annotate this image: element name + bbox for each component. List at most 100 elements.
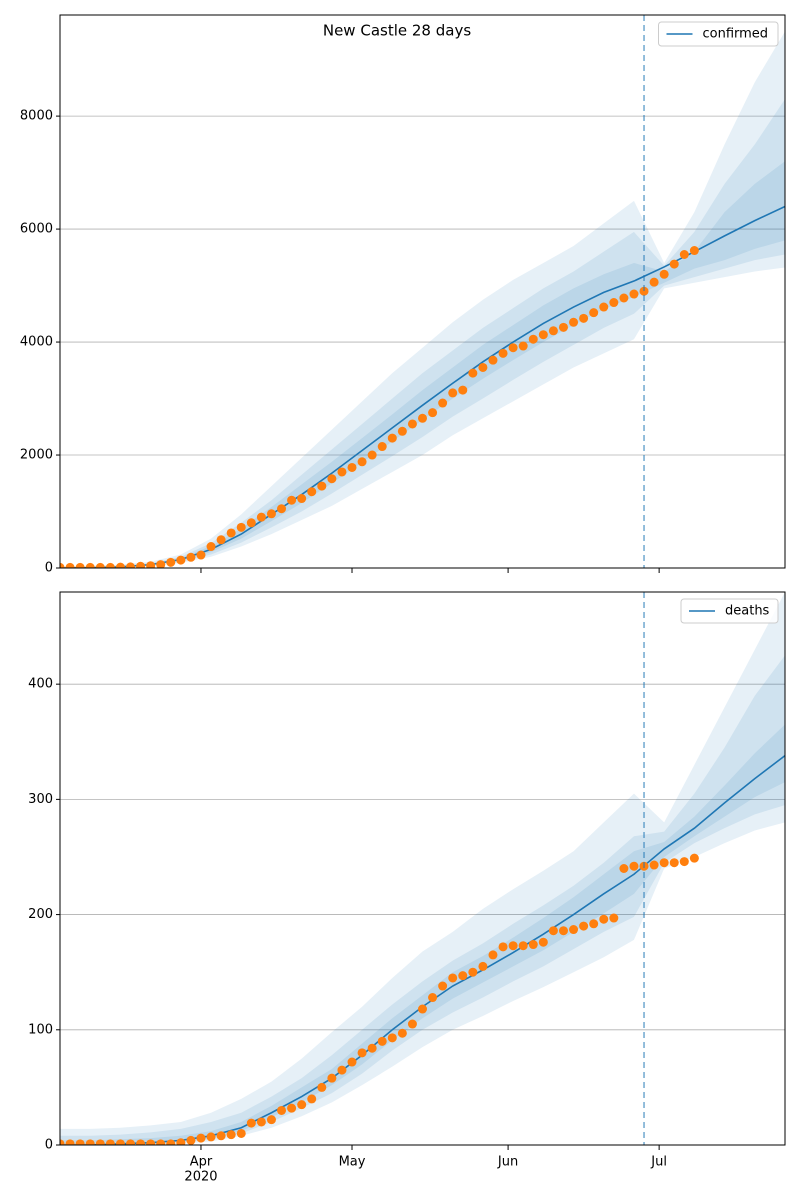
observed-point bbox=[428, 993, 438, 1003]
y-tick-label: 6000 bbox=[20, 222, 53, 237]
observed-point bbox=[196, 550, 206, 560]
observed-point bbox=[659, 858, 669, 868]
axes-frame bbox=[59, 14, 786, 569]
observed-point bbox=[246, 518, 256, 528]
observed-point bbox=[579, 313, 589, 323]
x-tick-year: 2020 bbox=[184, 1170, 217, 1185]
observed-point bbox=[498, 348, 508, 358]
observed-point bbox=[176, 555, 186, 565]
observed-point bbox=[649, 860, 659, 870]
observed-point bbox=[518, 941, 528, 951]
observed-point bbox=[307, 487, 317, 497]
observed-point bbox=[649, 277, 659, 287]
observed-point bbox=[579, 921, 589, 931]
observed-point bbox=[558, 926, 568, 936]
observed-point bbox=[206, 1132, 216, 1142]
observed-point bbox=[136, 561, 146, 568]
observed-point bbox=[377, 1036, 387, 1046]
observed-point bbox=[85, 562, 95, 568]
observed-point bbox=[589, 308, 599, 318]
observed-point bbox=[60, 562, 65, 568]
observed-point bbox=[679, 857, 689, 867]
x-tick-label: May bbox=[339, 1155, 366, 1170]
observed-point bbox=[347, 462, 357, 472]
observed-point bbox=[438, 398, 448, 408]
observed-point bbox=[609, 298, 619, 308]
observed-point bbox=[569, 317, 579, 327]
observed-point bbox=[397, 1028, 407, 1038]
x-tick-label: Jun bbox=[497, 1155, 518, 1170]
observed-point bbox=[236, 522, 246, 532]
observed-point bbox=[216, 1131, 226, 1141]
observed-point bbox=[428, 408, 438, 418]
observed-point bbox=[498, 942, 508, 952]
observed-point bbox=[287, 1103, 297, 1113]
observed-point bbox=[538, 937, 548, 947]
observed-point bbox=[619, 864, 629, 873]
plot-area bbox=[60, 592, 785, 1145]
observed-point bbox=[287, 495, 297, 505]
observed-point bbox=[508, 941, 518, 951]
observed-point bbox=[689, 246, 699, 256]
observed-point bbox=[186, 552, 196, 562]
observed-point bbox=[629, 861, 639, 871]
observed-point bbox=[226, 528, 236, 538]
observed-point bbox=[488, 355, 498, 365]
observed-point bbox=[317, 1082, 327, 1092]
observed-point bbox=[448, 973, 458, 983]
observed-point bbox=[528, 940, 538, 950]
observed-point bbox=[387, 433, 397, 443]
observed-point bbox=[468, 368, 478, 378]
observed-point bbox=[277, 504, 287, 514]
observed-point bbox=[548, 326, 558, 336]
observed-point bbox=[256, 1117, 266, 1127]
observed-point bbox=[458, 385, 468, 395]
observed-point bbox=[397, 426, 407, 436]
observed-point bbox=[136, 1139, 146, 1145]
observed-point bbox=[458, 971, 468, 981]
observed-point bbox=[387, 1033, 397, 1043]
observed-point bbox=[85, 1139, 95, 1145]
y-tick-label: 0 bbox=[45, 561, 53, 576]
observed-point bbox=[528, 334, 538, 344]
observed-point bbox=[115, 1139, 125, 1145]
observed-point bbox=[619, 293, 629, 303]
observed-point bbox=[518, 341, 528, 351]
observed-point bbox=[95, 1139, 105, 1145]
plot-area bbox=[60, 31, 785, 568]
observed-point bbox=[448, 388, 458, 398]
observed-point bbox=[337, 1065, 347, 1075]
observed-point bbox=[176, 1138, 186, 1145]
observed-point bbox=[438, 981, 448, 991]
observed-point bbox=[216, 535, 226, 545]
observed-point bbox=[589, 919, 599, 929]
observed-point bbox=[166, 557, 176, 567]
observed-point bbox=[156, 1139, 166, 1145]
observed-point bbox=[558, 322, 568, 332]
observed-point bbox=[347, 1057, 357, 1067]
y-tick-label: 100 bbox=[28, 1022, 53, 1037]
observed-point bbox=[95, 562, 105, 568]
observed-point bbox=[115, 562, 125, 568]
observed-point bbox=[669, 858, 679, 868]
observed-point bbox=[125, 562, 135, 568]
observed-point bbox=[226, 1130, 236, 1140]
observed-point bbox=[327, 1073, 337, 1083]
observed-point bbox=[478, 961, 488, 971]
observed-point bbox=[105, 562, 115, 568]
observed-point bbox=[65, 562, 75, 568]
observed-point bbox=[60, 1139, 65, 1145]
y-tick-label: 4000 bbox=[20, 335, 53, 350]
observed-point bbox=[125, 1139, 135, 1145]
observed-point bbox=[478, 362, 488, 372]
y-tick-label: 0 bbox=[45, 1138, 53, 1153]
observed-point bbox=[418, 413, 427, 423]
y-tick-label: 300 bbox=[28, 792, 53, 807]
observed-point bbox=[307, 1094, 317, 1104]
figure-title: New Castle 28 days bbox=[323, 22, 471, 40]
observed-point bbox=[266, 1115, 276, 1125]
legend-box bbox=[680, 598, 779, 624]
x-tick-label: Jul bbox=[650, 1155, 667, 1170]
